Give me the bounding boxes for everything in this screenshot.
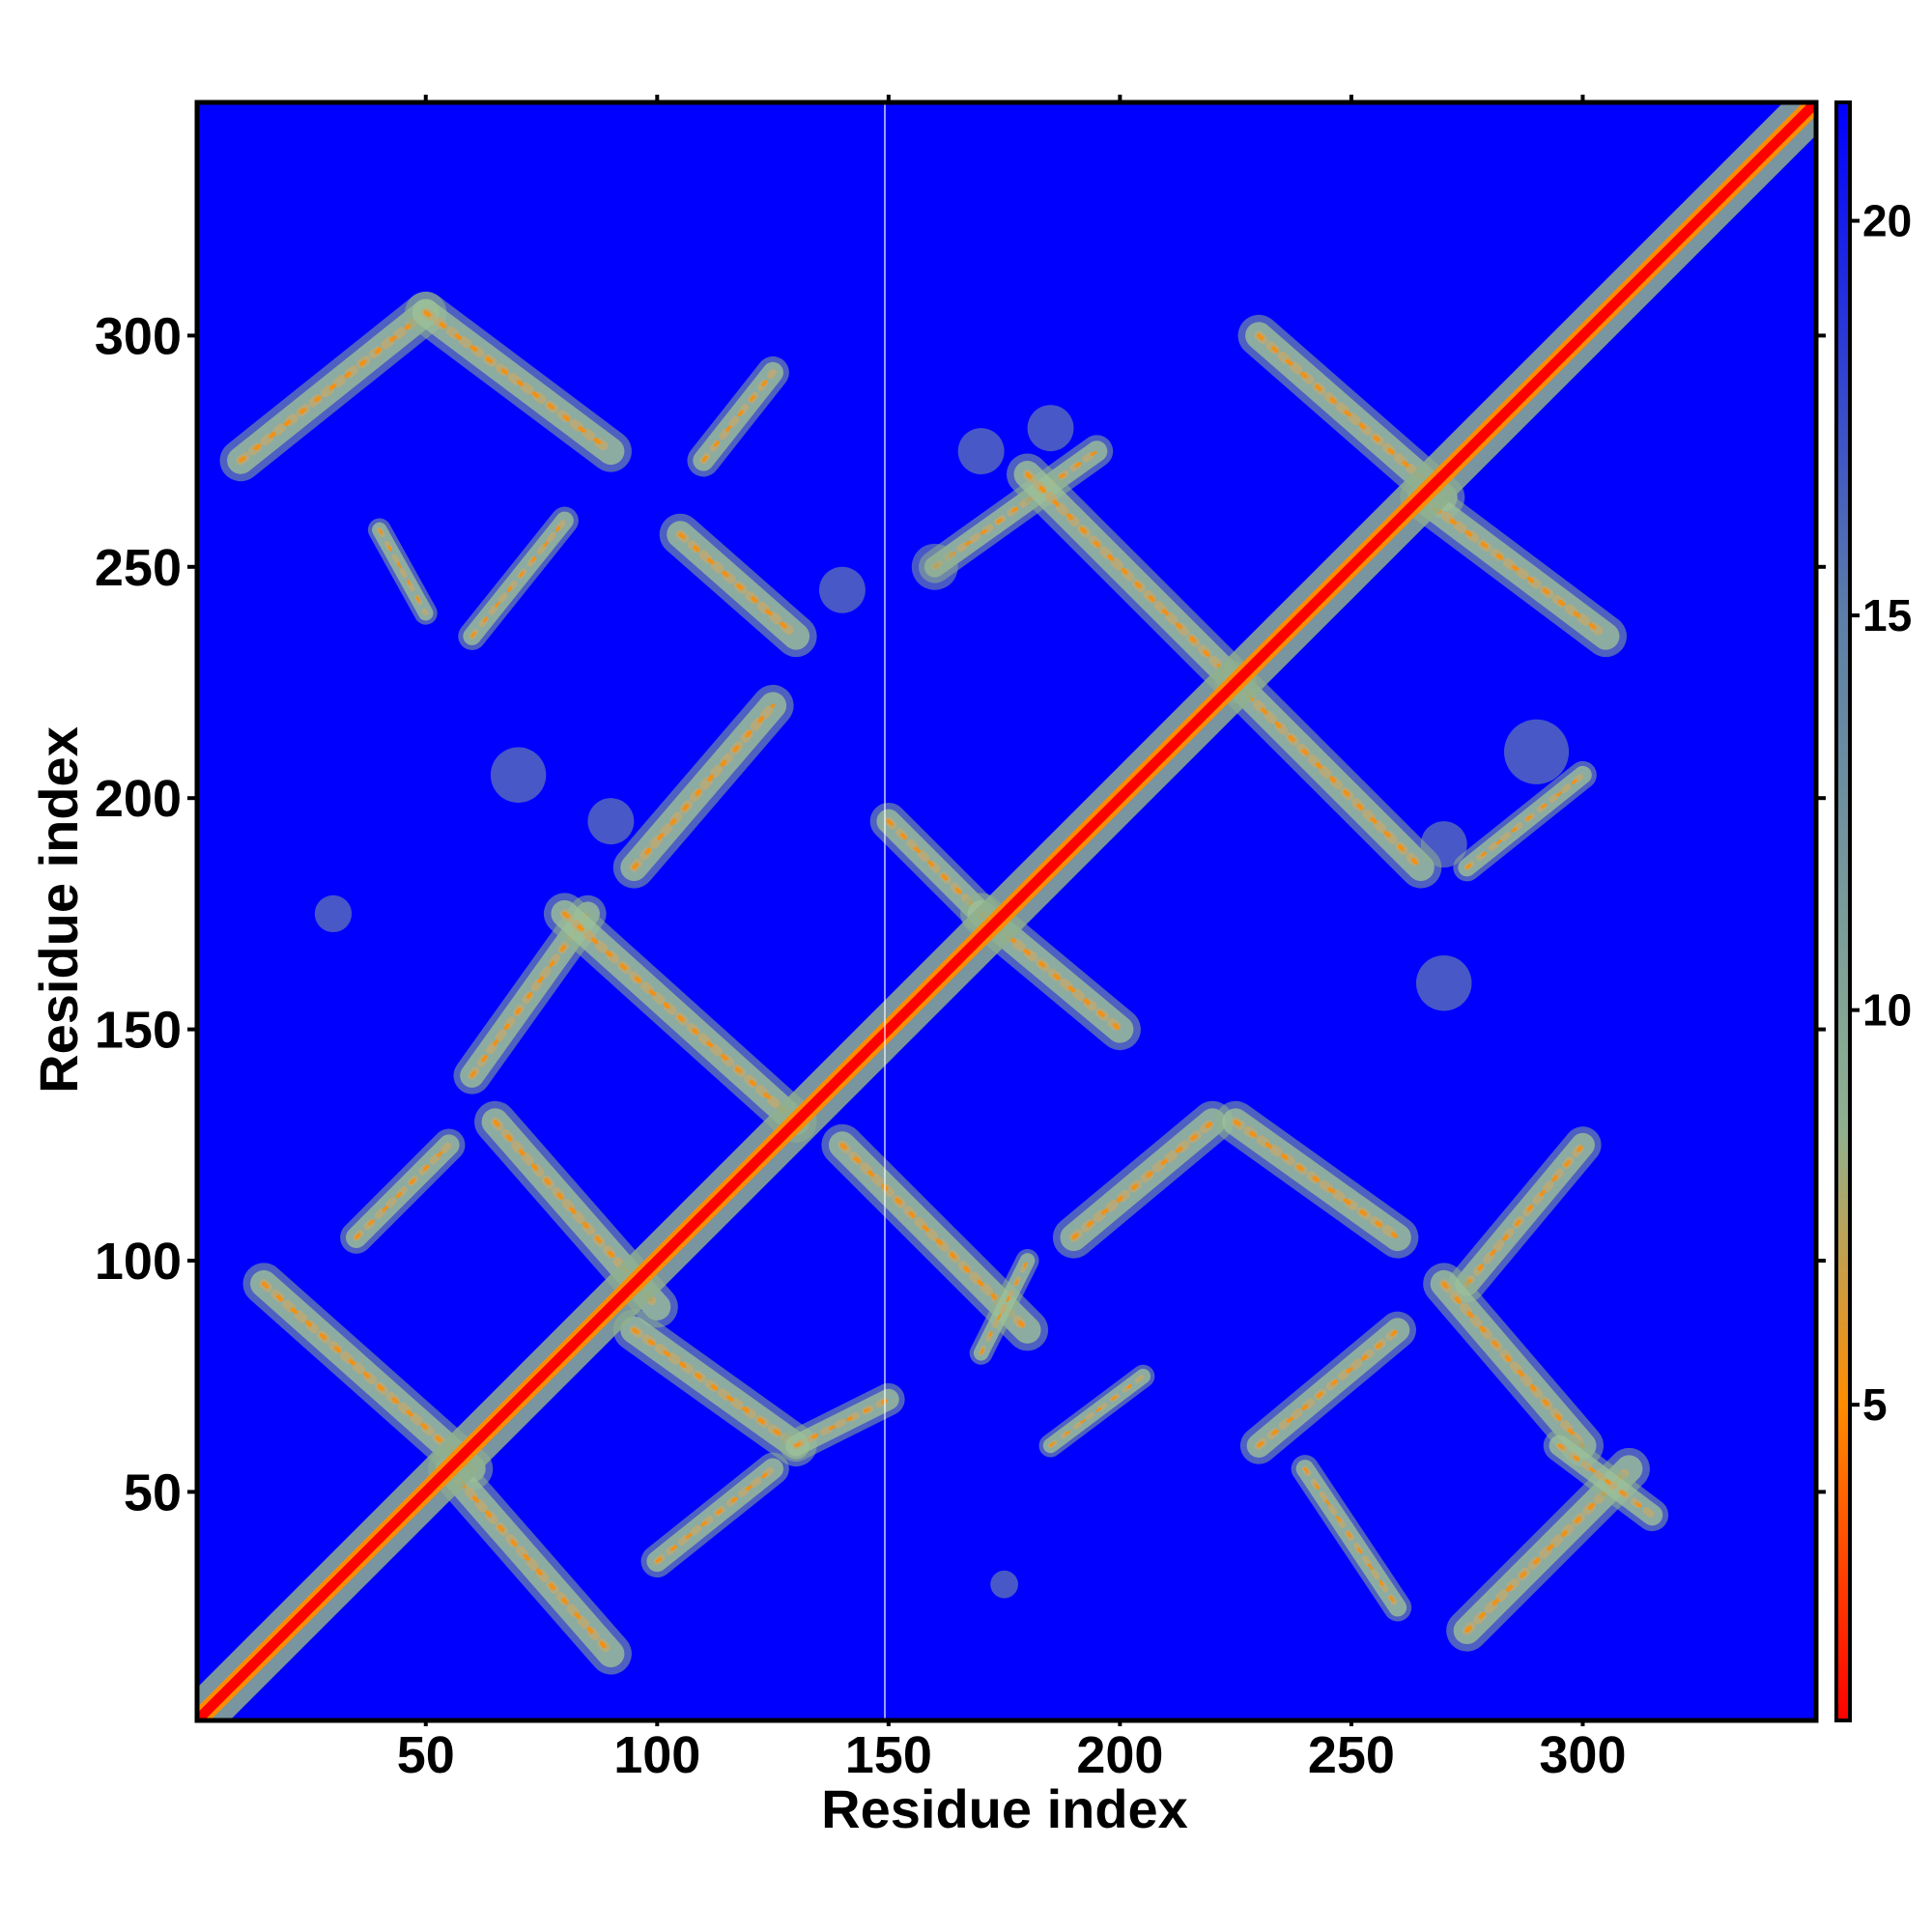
contact-band <box>1543 1429 1669 1532</box>
contact-band <box>405 291 632 472</box>
contact-band <box>1239 1311 1416 1464</box>
y-tick-label: 250 <box>95 539 182 597</box>
contact-band <box>1006 453 1257 704</box>
contact-band <box>969 1249 1039 1365</box>
x-axis-title: Residue index <box>821 1778 1188 1839</box>
contact-band <box>1400 476 1627 658</box>
plot-frame <box>194 99 1819 1723</box>
colorbar-gradient <box>1834 100 1852 1722</box>
colorbar-tick-label: 5 <box>1862 1379 1888 1430</box>
contact-band <box>612 684 794 889</box>
sparse-patch <box>490 747 547 803</box>
contact-band <box>428 1447 632 1675</box>
colorbar-ticks: 5 10 15 20 <box>1850 196 1912 1430</box>
sparse-patch <box>957 428 1005 475</box>
colorbar-tick-label: 15 <box>1862 590 1912 640</box>
y-tick-label: 300 <box>95 307 182 365</box>
x-tick-label: 50 <box>397 1726 455 1784</box>
x-tick-label: 150 <box>845 1726 932 1784</box>
contact-band <box>612 1309 817 1467</box>
x-tick-label: 200 <box>1076 1726 1163 1784</box>
y-tick-label: 50 <box>124 1463 182 1521</box>
contact-band <box>219 291 447 482</box>
contact-band <box>918 435 1114 583</box>
sparse-patch <box>990 1570 1018 1599</box>
y-tick-label: 200 <box>95 770 182 828</box>
x-tick-label: 100 <box>613 1726 700 1784</box>
contact-band <box>640 1452 789 1577</box>
contact-band <box>543 893 817 1143</box>
x-axis-ticks: 50 100 150 200 250 300 <box>397 95 1627 1784</box>
contact-band <box>687 355 789 477</box>
contact-band <box>367 518 438 625</box>
contact-band <box>1291 1455 1412 1622</box>
contact-band <box>1423 1263 1605 1467</box>
contact-band <box>659 513 817 658</box>
y-axis-title: Residue index <box>28 726 89 1094</box>
sparse-patch <box>1027 405 1074 452</box>
sparse-patch <box>1415 954 1472 1011</box>
sparse-patch <box>818 566 866 613</box>
contact-band <box>1038 1364 1155 1458</box>
contact-band <box>780 1382 905 1463</box>
contact-band <box>1237 314 1465 519</box>
sparse-contact-patches <box>314 405 1570 1599</box>
sparse-patch <box>587 798 635 845</box>
y-tick-label: 150 <box>95 1002 182 1060</box>
contact-band <box>1214 661 1442 889</box>
plot-area <box>199 104 1814 1719</box>
sparse-patch <box>911 543 958 590</box>
x-tick-label: 300 <box>1539 1726 1626 1784</box>
y-axis-ticks: 50 100 150 200 250 300 <box>95 307 1826 1521</box>
contact-band <box>1214 1100 1419 1259</box>
colorbar-tick-label: 20 <box>1862 196 1912 246</box>
colorbar: 5 10 15 20 <box>1834 100 1912 1722</box>
contact-band <box>869 802 1000 933</box>
y-tick-label: 100 <box>95 1233 182 1291</box>
x-tick-label: 250 <box>1308 1726 1395 1784</box>
sparse-patch <box>1504 719 1570 784</box>
diagonal-core <box>199 104 1814 1719</box>
sparse-patch <box>314 895 353 933</box>
sparse-patch <box>1420 821 1467 868</box>
colorbar-tick-label: 10 <box>1862 985 1912 1036</box>
contact-band <box>1052 1100 1234 1259</box>
contact-band <box>242 1263 494 1491</box>
contact-band <box>458 506 579 650</box>
contact-band <box>1453 760 1597 882</box>
contact-bands <box>219 291 1669 1675</box>
contact-band <box>340 1128 466 1254</box>
diagonal-band <box>199 104 1814 1719</box>
contact-band <box>1448 1126 1602 1303</box>
